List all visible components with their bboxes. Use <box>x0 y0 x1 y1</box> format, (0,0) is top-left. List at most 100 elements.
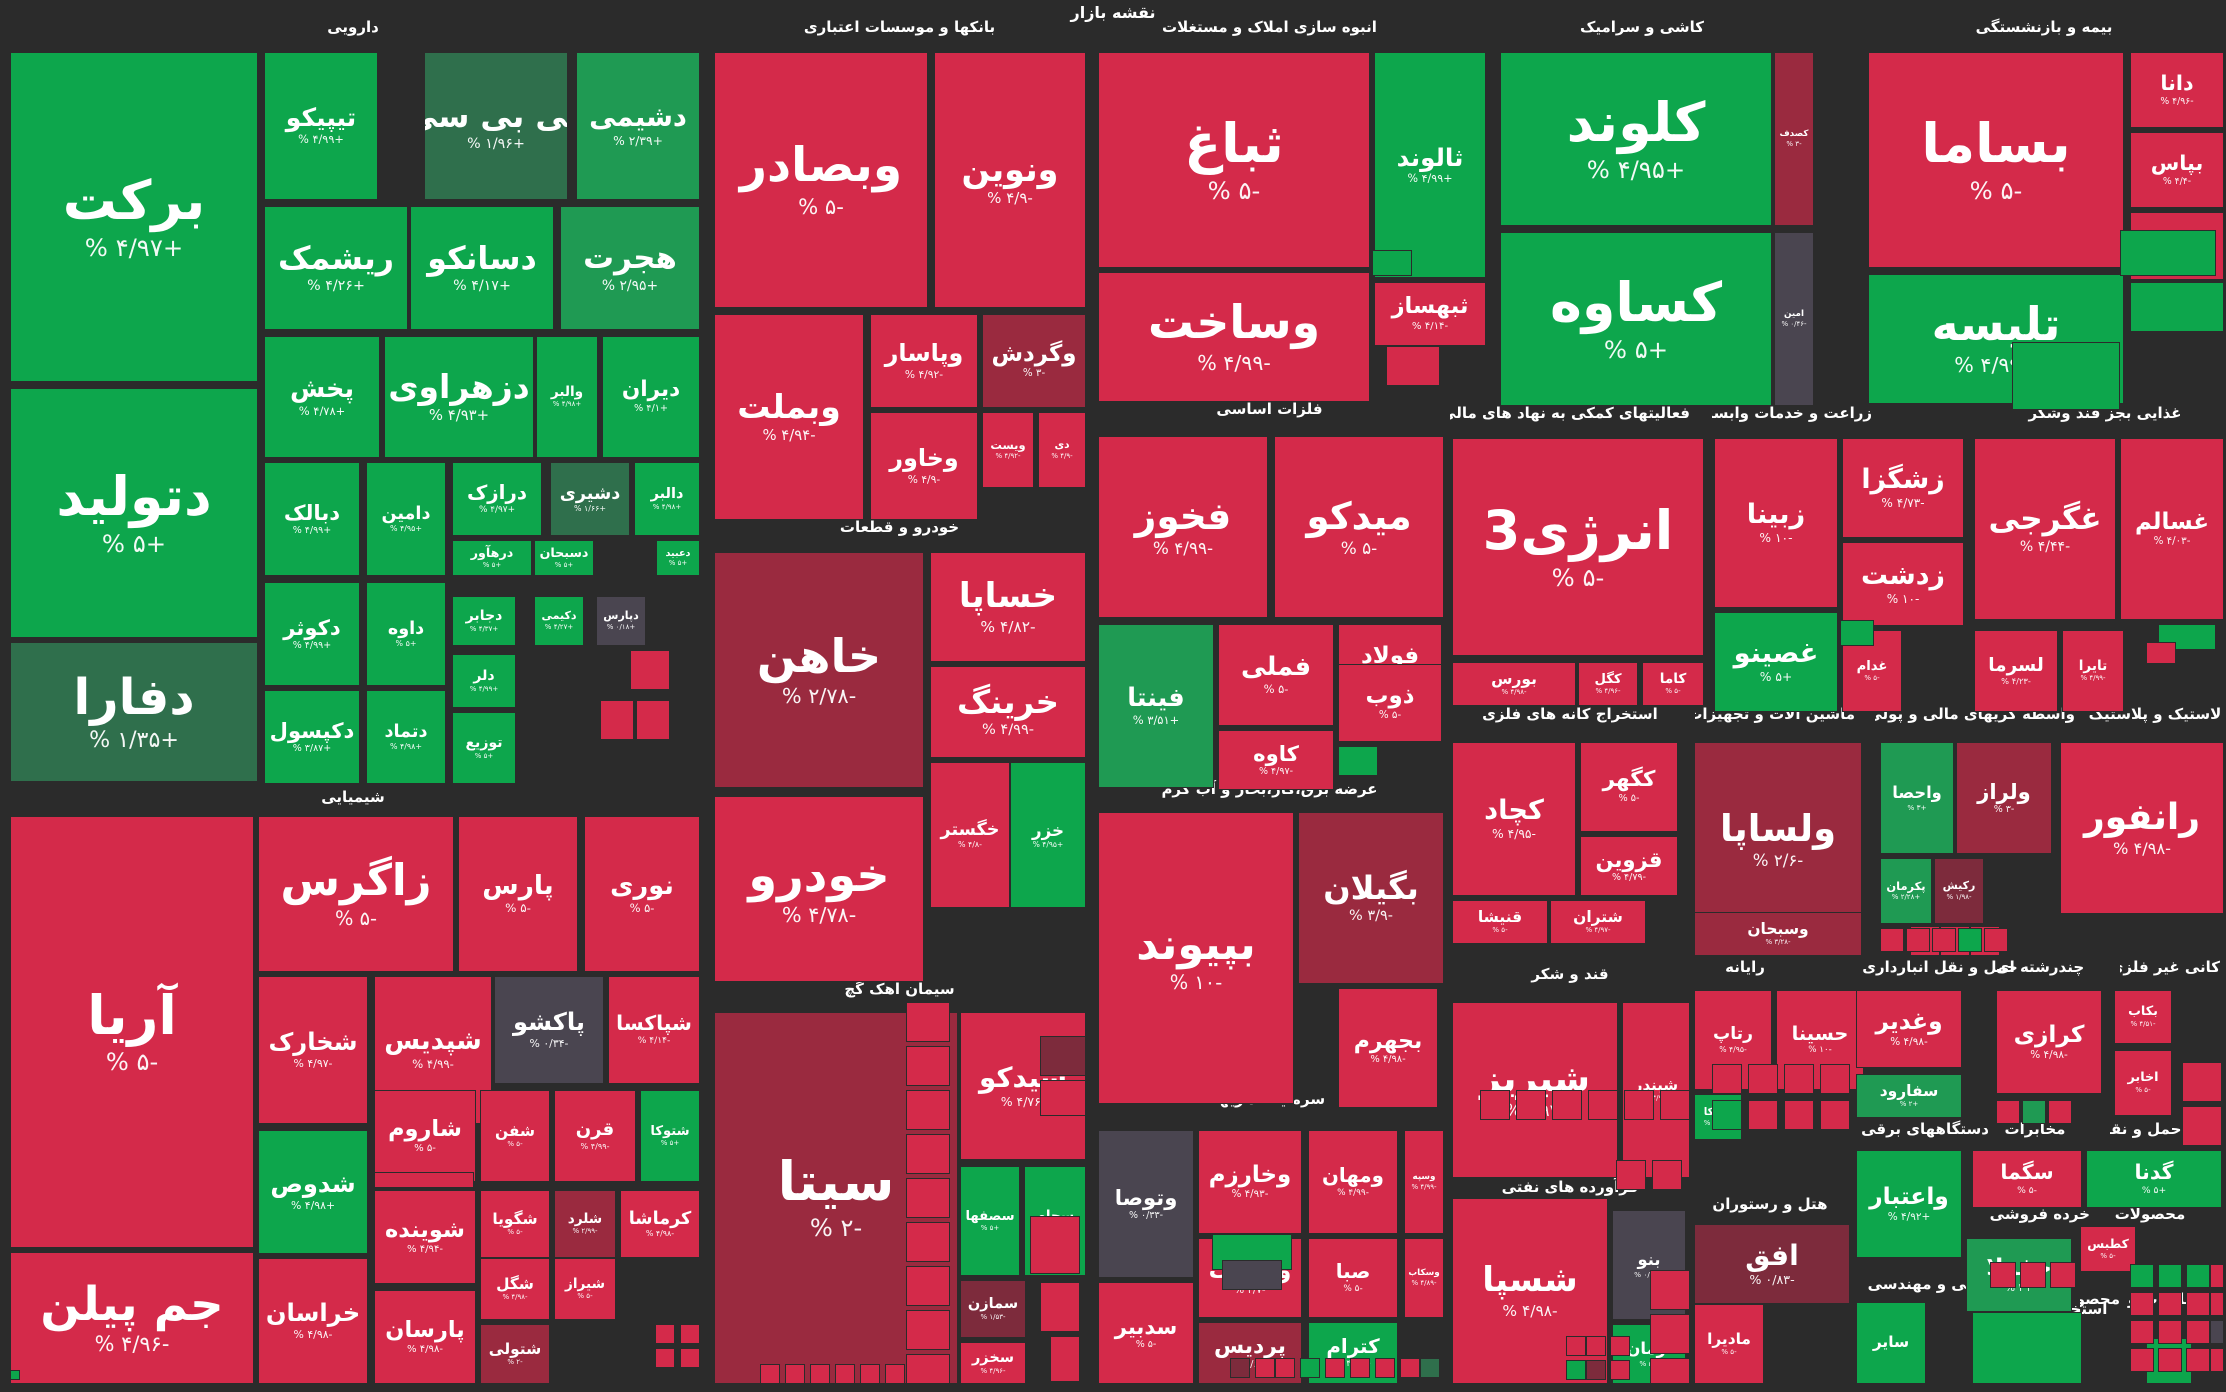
stock-tile[interactable]: سمازن -۱/۵۳ % <box>960 1280 1026 1338</box>
stock-tile[interactable]: تیپیکو +۴/۹۹ % <box>264 52 378 200</box>
stock-tile[interactable] <box>906 1178 950 1218</box>
stock-tile[interactable] <box>1972 1312 2082 1384</box>
stock-tile[interactable]: ثبهساز -۴/۱۴ % <box>1374 282 1486 346</box>
stock-tile[interactable] <box>1050 1336 1080 1382</box>
stock-tile[interactable]: افق -۰/۸۳ % <box>1694 1224 1850 1304</box>
stock-tile[interactable]: جم پیلن -۴/۹۶ % <box>10 1252 254 1384</box>
stock-tile[interactable] <box>1610 1336 1630 1356</box>
stock-tile[interactable]: وغدیر -۴/۹۸ % <box>1856 990 1962 1068</box>
stock-tile[interactable] <box>1275 1358 1295 1378</box>
stock-tile[interactable] <box>2130 282 2224 332</box>
stock-tile[interactable]: زاگرس -۵ % <box>258 816 454 972</box>
stock-tile[interactable]: نوری -۵ % <box>584 816 700 972</box>
stock-tile[interactable] <box>906 1090 950 1130</box>
stock-tile[interactable]: دپارس +۰/۱۸ % <box>596 596 646 646</box>
stock-tile[interactable]: دعبید +۵ % <box>656 540 700 576</box>
stock-tile[interactable]: خراسان -۴/۹۸ % <box>258 1258 368 1384</box>
stock-tile[interactable]: ثالوند +۴/۹۹ % <box>1374 52 1486 278</box>
stock-tile[interactable] <box>2012 342 2120 410</box>
stock-tile[interactable]: میدکو -۵ % <box>1274 436 1444 618</box>
stock-tile[interactable]: پخش +۴/۷۸ % <box>264 336 380 458</box>
stock-tile[interactable] <box>1784 1100 1814 1130</box>
stock-tile[interactable]: کطبس -۵ % <box>2080 1226 2136 1272</box>
stock-tile[interactable]: دبالک +۴/۹۹ % <box>264 462 360 576</box>
stock-tile[interactable] <box>2158 624 2216 650</box>
stock-tile[interactable]: پارسان -۴/۹۸ % <box>374 1290 476 1384</box>
stock-tile[interactable]: کچاد -۴/۹۵ % <box>1452 742 1576 896</box>
stock-tile[interactable] <box>1040 1080 1086 1116</box>
stock-tile[interactable] <box>1748 1064 1778 1094</box>
stock-tile[interactable] <box>2158 1292 2182 1316</box>
stock-tile[interactable]: انرژی3 -۵ % <box>1452 438 1704 656</box>
stock-tile[interactable]: آریا -۵ % <box>10 816 254 1248</box>
stock-tile[interactable]: شاروم -۵ % <box>374 1090 476 1182</box>
stock-tile[interactable]: وساخت -۴/۹۹ % <box>1098 272 1370 402</box>
stock-tile[interactable] <box>1610 1360 1630 1380</box>
stock-tile[interactable]: سصفها +۵ % <box>960 1166 1020 1276</box>
stock-tile[interactable] <box>2050 1262 2076 1288</box>
stock-tile[interactable]: وگردش -۳ % <box>982 314 1086 408</box>
stock-tile[interactable] <box>1325 1358 1345 1378</box>
stock-tile[interactable]: سدبیر -۵ % <box>1098 1282 1194 1384</box>
stock-tile[interactable]: وخاور -۴/۹ % <box>870 412 978 520</box>
stock-tile[interactable] <box>10 1370 20 1380</box>
stock-tile[interactable]: شگویا -۵ % <box>480 1190 550 1258</box>
stock-tile[interactable] <box>1712 1100 1742 1130</box>
stock-tile[interactable] <box>2048 1100 2072 1124</box>
stock-tile[interactable]: وتوصا -۰/۳۳ % <box>1098 1130 1194 1278</box>
stock-tile[interactable]: ومهان -۴/۹۹ % <box>1308 1130 1398 1234</box>
stock-tile[interactable] <box>906 1002 950 1042</box>
stock-tile[interactable]: شسپا -۴/۹۸ % <box>1452 1198 1608 1384</box>
stock-tile[interactable] <box>630 650 670 690</box>
stock-tile[interactable] <box>1230 1358 1250 1378</box>
stock-tile[interactable] <box>1840 620 1874 646</box>
stock-tile[interactable] <box>906 1134 950 1174</box>
stock-tile[interactable] <box>906 1046 950 1086</box>
stock-tile[interactable] <box>1650 1314 1690 1354</box>
stock-tile[interactable]: خرینگ -۴/۹۹ % <box>930 666 1086 758</box>
stock-tile[interactable]: سایر <box>1856 1302 1926 1384</box>
stock-tile[interactable]: مادیرا -۵ % <box>1694 1304 1764 1384</box>
stock-tile[interactable]: وخارزم -۴/۹۳ % <box>1198 1130 1302 1234</box>
stock-tile[interactable]: قرن -۴/۹۹ % <box>554 1090 636 1182</box>
stock-tile[interactable] <box>1650 1270 1690 1310</box>
stock-tile[interactable] <box>1586 1360 1606 1380</box>
stock-tile[interactable] <box>600 700 634 740</box>
stock-tile[interactable] <box>1616 1160 1646 1190</box>
stock-tile[interactable]: خاهن -۲/۷۸ % <box>714 552 924 788</box>
stock-tile[interactable] <box>1586 1336 1606 1356</box>
stock-tile[interactable]: فینتا +۳/۵۱ % <box>1098 624 1214 788</box>
stock-tile[interactable] <box>2210 1264 2224 1288</box>
stock-tile[interactable] <box>1588 1090 1618 1120</box>
stock-tile[interactable]: هجرت +۲/۹۵ % <box>560 206 700 330</box>
stock-tile[interactable] <box>2186 1320 2210 1344</box>
stock-tile[interactable] <box>374 1172 474 1188</box>
stock-tile[interactable]: شتوکا +۵ % <box>640 1090 700 1182</box>
stock-tile[interactable] <box>2186 1348 2210 1372</box>
stock-tile[interactable] <box>1996 1100 2020 1124</box>
stock-tile[interactable]: رانفور -۴/۹۸ % <box>2060 742 2224 914</box>
stock-tile[interactable]: دکپسول +۳/۸۷ % <box>264 690 360 784</box>
stock-tile[interactable]: غصینو +۵ % <box>1714 612 1838 712</box>
stock-tile[interactable]: غسالم -۴/۰۳ % <box>2120 438 2224 620</box>
stock-tile[interactable] <box>785 1364 805 1384</box>
stock-tile[interactable] <box>2130 1292 2154 1316</box>
stock-tile[interactable]: دکوثر +۴/۹۹ % <box>264 582 360 686</box>
stock-tile[interactable]: دتولید +۵ % <box>10 388 258 638</box>
stock-tile[interactable] <box>1652 1160 1682 1190</box>
stock-tile[interactable] <box>1784 1064 1814 1094</box>
stock-tile[interactable] <box>1040 1282 1080 1332</box>
stock-tile[interactable] <box>1030 1216 1080 1274</box>
stock-tile[interactable]: ولساپا -۲/۶ % <box>1694 742 1862 938</box>
stock-tile[interactable]: شوینده -۴/۹۴ % <box>374 1190 476 1284</box>
stock-tile[interactable]: شگل -۴/۹۸ % <box>480 1258 550 1320</box>
stock-tile[interactable]: بپاس -۴/۴ % <box>2130 132 2224 208</box>
stock-tile[interactable] <box>760 1364 780 1384</box>
stock-tile[interactable] <box>1255 1358 1275 1378</box>
stock-tile[interactable]: کگهر -۵ % <box>1580 742 1678 832</box>
stock-tile[interactable]: تایرا -۴/۹۹ % <box>2062 630 2124 712</box>
stock-tile[interactable]: واعتبار +۴/۹۲ % <box>1856 1150 1962 1258</box>
stock-tile[interactable] <box>1880 928 1904 952</box>
stock-tile[interactable] <box>810 1364 830 1384</box>
stock-tile[interactable] <box>1958 928 1982 952</box>
